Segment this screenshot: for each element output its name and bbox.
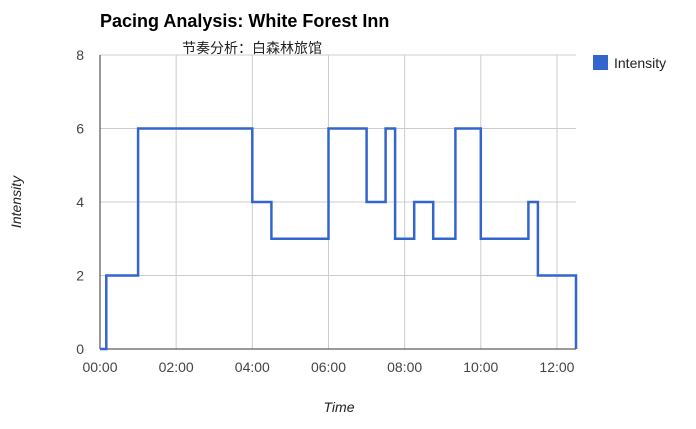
x-tick-label: 02:00 (159, 359, 194, 375)
y-axis-title: Intensity (8, 175, 24, 228)
y-tick-label: 0 (76, 341, 84, 357)
tick-labels: 0 2 4 6 8 00:00 02:00 04:00 06:00 08:00 10:00 12:00 (76, 47, 574, 375)
x-tick-label: 06:00 (311, 359, 346, 375)
x-tick-label: 08:00 (387, 359, 422, 375)
gridlines (100, 54, 576, 349)
chart-subtitle: 节奏分析：白森林旅馆 (182, 41, 322, 57)
y-tick-label: 2 (76, 268, 84, 284)
legend-label: Intensity (614, 55, 666, 71)
x-tick-label: 04:00 (235, 359, 270, 375)
chart-title: Pacing Analysis: White Forest Inn (100, 11, 389, 31)
series-layer (100, 127, 578, 351)
y-tick-label: 6 (76, 121, 84, 137)
series-line-intensity (100, 127, 578, 351)
legend: Intensity (593, 55, 666, 71)
legend-swatch (593, 55, 608, 70)
axes (99, 55, 576, 350)
y-tick-label: 4 (76, 194, 84, 210)
x-axis-title: Time (324, 399, 355, 415)
y-tick-label: 8 (76, 47, 84, 63)
x-tick-label: 12:00 (539, 359, 574, 375)
x-tick-label: 10:00 (463, 359, 498, 375)
x-tick-label: 00:00 (82, 359, 117, 375)
